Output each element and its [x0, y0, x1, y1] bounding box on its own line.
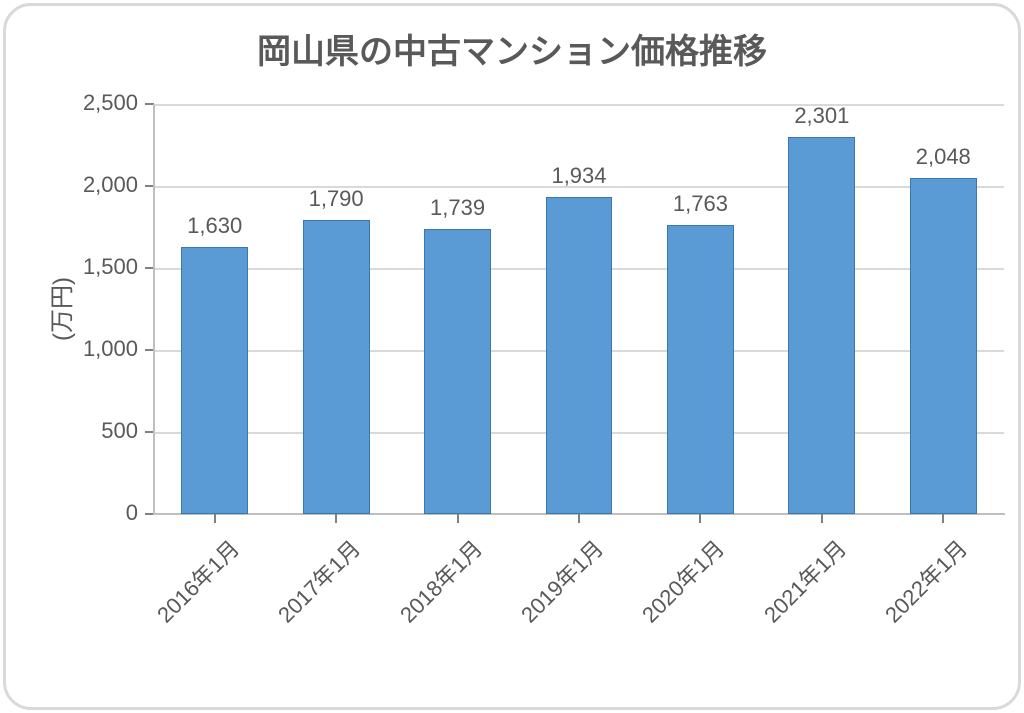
- bar: [546, 197, 613, 514]
- x-tick-mark: [578, 514, 580, 523]
- bar: [667, 225, 734, 514]
- bar: [181, 247, 248, 514]
- y-tick-label: 0: [18, 500, 138, 526]
- x-tick-mark: [335, 514, 337, 523]
- bar: [910, 178, 977, 514]
- bar-value-label: 1,763: [640, 191, 761, 217]
- bar-value-label: 1,790: [275, 186, 396, 212]
- x-tick-mark: [699, 514, 701, 523]
- chart-card: 岡山県の中古マンション価格推移 (万円) 05001,0001,5002,000…: [3, 3, 1021, 710]
- y-tick-label: 500: [18, 418, 138, 444]
- y-tick-label: 1,000: [18, 336, 138, 362]
- bar-value-label: 1,934: [518, 163, 639, 189]
- bar-value-label: 2,048: [883, 144, 1004, 170]
- chart-title: 岡山県の中古マンション価格推移: [6, 24, 1018, 73]
- plot-area: 05001,0001,5002,0002,5001,6302016年1月1,79…: [154, 104, 1004, 514]
- bar-value-label: 1,630: [154, 213, 275, 239]
- x-tick-mark: [942, 514, 944, 523]
- x-tick-mark: [457, 514, 459, 523]
- bar: [424, 229, 491, 514]
- y-tick-label: 2,500: [18, 90, 138, 116]
- x-tick-mark: [821, 514, 823, 523]
- y-axis: [153, 104, 155, 514]
- y-tick-label: 2,000: [18, 172, 138, 198]
- bar: [303, 220, 370, 514]
- bar-value-label: 2,301: [761, 103, 882, 129]
- bar: [788, 137, 855, 514]
- y-axis-label: (万円): [42, 209, 77, 409]
- x-tick-mark: [214, 514, 216, 523]
- y-tick-label: 1,500: [18, 254, 138, 280]
- bar-value-label: 1,739: [397, 195, 518, 221]
